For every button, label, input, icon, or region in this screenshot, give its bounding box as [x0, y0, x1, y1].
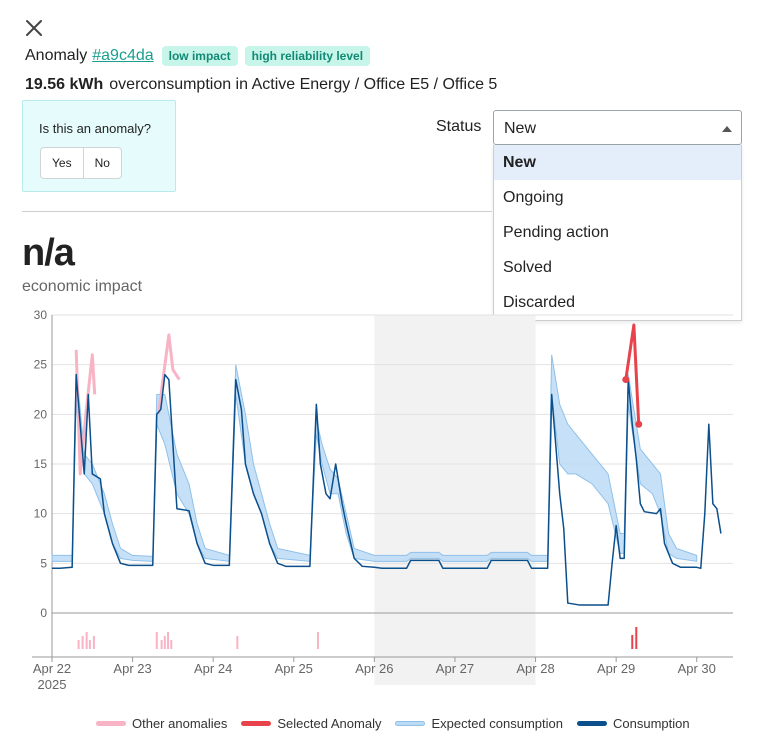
other-anomaly-marker: [88, 640, 91, 649]
status-option-new[interactable]: New: [494, 145, 741, 180]
status-option-solved[interactable]: Solved: [503, 259, 552, 276]
y-tick-label: 5: [40, 556, 47, 570]
anomaly-summary: 19.56 kWh overconsumption in Active Energ…: [25, 76, 497, 94]
status-label: Status: [436, 118, 482, 135]
y-tick-label: 0: [40, 606, 47, 620]
status-selected-value: New: [504, 120, 537, 137]
chevron-up-icon: [722, 126, 732, 132]
other-anomaly-marker: [167, 632, 170, 649]
selected-anomaly-line: [624, 323, 641, 425]
legend-label-expected: Expected consumption: [431, 716, 563, 731]
x-tick-label: Apr 25: [275, 661, 313, 676]
anomaly-prefix: Anomaly: [25, 47, 88, 64]
selected-anomaly-point: [622, 376, 630, 384]
y-tick-label: 15: [34, 457, 48, 471]
status-select[interactable]: New: [493, 110, 742, 145]
other-anomaly-marker: [81, 636, 84, 649]
other-anomaly-marker: [77, 640, 80, 649]
overconsumption-description: overconsumption in Active Energy / Offic…: [109, 76, 498, 93]
divider: [22, 211, 492, 212]
y-tick-label: 20: [34, 407, 48, 421]
economic-impact-label: economic impact: [22, 278, 143, 295]
legend-label-selected: Selected Anomaly: [277, 716, 382, 731]
legend-label-consumption: Consumption: [613, 716, 690, 731]
anomaly-title: Anomaly #a9c4da low impact high reliabil…: [25, 44, 377, 68]
legend-item-expected[interactable]: Expected consumption: [395, 716, 563, 731]
close-icon[interactable]: [22, 16, 46, 40]
legend-item-selected[interactable]: Selected Anomaly: [241, 716, 381, 731]
feedback-buttons: Yes No: [40, 147, 122, 179]
other-anomaly-marker: [155, 632, 158, 649]
y-tick-label: 25: [34, 358, 48, 372]
economic-impact-value: n/a: [22, 232, 75, 274]
other-anomaly-line: [74, 349, 97, 476]
y-tick-label: 10: [34, 507, 48, 521]
legend-swatch-other: [96, 721, 126, 726]
x-tick-sublabel: 2025: [38, 677, 67, 692]
expected-consumption-band: [51, 354, 698, 562]
x-tick-label: Apr 26: [355, 661, 393, 676]
impact-badge: low impact: [161, 46, 238, 66]
y-tick-label: 30: [34, 308, 48, 322]
legend-swatch-selected: [241, 721, 272, 726]
x-tick-label: Apr 23: [113, 661, 151, 676]
feedback-box: Is this an anomaly? Yes No: [22, 100, 176, 192]
legend-label-other: Other anomalies: [132, 716, 228, 731]
other-anomaly-marker: [170, 640, 173, 649]
legend-swatch-consumption: [577, 721, 607, 726]
other-anomaly-marker: [236, 636, 239, 649]
other-anomaly-marker: [160, 640, 163, 649]
legend-item-other[interactable]: Other anomalies: [96, 716, 227, 731]
overconsumption-amount: 19.56 kWh: [25, 76, 104, 93]
x-tick-label: Apr 30: [678, 661, 716, 676]
other-anomaly-line: [156, 333, 181, 415]
selected-anomaly-marker: [631, 635, 634, 649]
x-tick-label: Apr 24: [194, 661, 232, 676]
no-button[interactable]: No: [82, 148, 121, 178]
reliability-badge: high reliability level: [244, 46, 371, 66]
x-tick-label: Apr 29: [597, 661, 635, 676]
consumption-line: [52, 373, 722, 606]
yes-button[interactable]: Yes: [52, 156, 72, 170]
x-tick-label: Apr 22: [33, 661, 71, 676]
legend-item-consumption[interactable]: Consumption: [577, 716, 690, 731]
selected-anomaly-marker: [635, 627, 638, 649]
weekend-shade: [374, 315, 536, 685]
chart-legend: Other anomalies Selected Anomaly Expecte…: [96, 716, 704, 731]
status-option-discarded[interactable]: Discarded: [503, 294, 576, 311]
anomaly-id-link[interactable]: #a9c4da: [92, 47, 154, 64]
other-anomaly-marker: [85, 632, 88, 649]
status-option-pending-action[interactable]: Pending action: [503, 224, 609, 241]
other-anomaly-marker: [163, 636, 166, 649]
x-tick-label: Apr 27: [436, 661, 474, 676]
other-anomaly-marker: [92, 636, 95, 649]
legend-swatch-expected: [395, 721, 426, 726]
status-dropdown-menu: New Ongoing Pending action Solved Discar…: [493, 145, 742, 321]
feedback-question: Is this an anomaly?: [39, 121, 152, 136]
selected-anomaly-point: [635, 420, 643, 428]
x-tick-label: Apr 28: [516, 661, 554, 676]
other-anomaly-marker: [316, 632, 319, 649]
status-option-ongoing[interactable]: Ongoing: [503, 189, 564, 206]
